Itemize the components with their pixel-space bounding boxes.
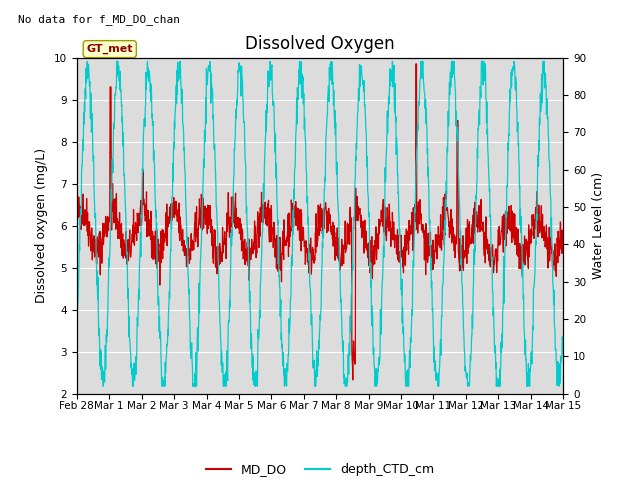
Text: No data for f_MD_DO_chan: No data for f_MD_DO_chan [19,14,180,25]
Text: GT_met: GT_met [86,44,133,54]
Title: Dissolved Oxygen: Dissolved Oxygen [245,35,395,53]
Legend: MD_DO, depth_CTD_cm: MD_DO, depth_CTD_cm [200,458,440,480]
Y-axis label: Water Level (cm): Water Level (cm) [591,172,605,279]
Y-axis label: Dissolved oxygen (mg/L): Dissolved oxygen (mg/L) [35,148,49,303]
